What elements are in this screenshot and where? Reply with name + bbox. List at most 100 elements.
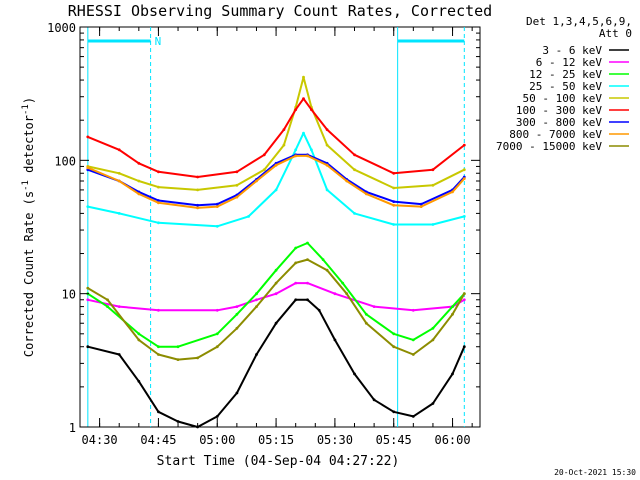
vertical-markers: N — [87, 27, 465, 427]
x-axis-label: Start Time (04-Sep-04 04:27:22) — [157, 454, 400, 469]
series-0-point-11 — [306, 298, 309, 302]
series-1-point-1 — [117, 305, 121, 308]
series-5-point-5 — [235, 170, 239, 174]
series-2-point-3 — [157, 345, 160, 349]
series-5-point-3 — [157, 170, 160, 174]
series-line-8 — [87, 258, 466, 361]
series-line-6 — [87, 153, 466, 207]
series-line-3 — [87, 132, 465, 228]
series-2-point-9 — [294, 246, 298, 250]
series-2-point-2 — [137, 332, 141, 336]
series-3-point-5 — [274, 188, 278, 192]
series-7-point-10 — [306, 154, 309, 158]
y-axis-label-superscript-2: -1 — [21, 104, 31, 115]
series-3-point-8 — [310, 148, 313, 152]
series-line-5 — [87, 97, 465, 178]
series-2-point-16 — [431, 326, 435, 330]
series-8-point-17 — [431, 338, 435, 342]
series-5-point-6 — [262, 153, 266, 157]
series-8-point-14 — [364, 321, 368, 325]
series-7-point-12 — [345, 179, 349, 183]
series-1-point-13 — [462, 298, 466, 302]
series-4-point-9 — [302, 75, 305, 79]
series-1-point-11 — [411, 308, 415, 312]
legend-header-2: Att 0 — [599, 27, 632, 40]
series-5-point-4 — [196, 175, 200, 179]
series-2-point-1 — [106, 305, 109, 308]
series-3-point-13 — [462, 215, 466, 218]
y-tick-label-2: 100 — [54, 154, 76, 168]
series-3-point-10 — [353, 212, 356, 215]
series-5-point-12 — [353, 153, 356, 157]
series-3-point-11 — [392, 223, 396, 226]
x-tick-label-6: 06:00 — [434, 433, 470, 447]
y-axis-label-part-2: detector — [22, 115, 36, 180]
series-7-point-17 — [462, 177, 466, 181]
series-0-point-10 — [294, 298, 298, 302]
series-3-point-7 — [302, 131, 305, 135]
series-8-point-1 — [106, 298, 109, 302]
legend-label-7: 800 - 7000 keV — [509, 128, 602, 141]
series-3-point-4 — [247, 215, 251, 218]
legend-label-3: 25 - 50 keV — [529, 80, 602, 93]
series-4-point-4 — [196, 188, 200, 192]
series-4-point-6 — [262, 168, 266, 172]
series-3-point-12 — [431, 223, 435, 226]
series-3-point-9 — [325, 188, 329, 192]
y-axis-label-part-1: Corrected Count Rate (s — [22, 191, 36, 357]
series-7-point-6 — [235, 195, 239, 199]
series-0-point-13 — [333, 338, 337, 342]
flag-label: N — [155, 35, 162, 48]
series-1-point-0 — [86, 298, 90, 302]
series-2-point-8 — [274, 268, 278, 272]
series-4-point-14 — [431, 183, 435, 187]
series-8-point-11 — [306, 258, 309, 261]
series-7-point-9 — [294, 154, 298, 158]
series-5-point-11 — [325, 128, 329, 132]
series-0-point-15 — [372, 398, 376, 402]
plot-area — [79, 26, 481, 428]
series-7-point-5 — [215, 205, 219, 209]
x-tick-label-0: 04:30 — [82, 433, 118, 447]
series-2-point-14 — [392, 332, 396, 336]
series-4-point-12 — [353, 168, 356, 172]
series-4-point-5 — [235, 183, 239, 187]
series-6-point-3 — [157, 199, 160, 202]
series-0-point-7 — [235, 391, 239, 395]
series-4-point-15 — [462, 168, 466, 172]
series-layer — [86, 75, 466, 429]
series-8-point-18 — [451, 312, 454, 316]
series-6-point-5 — [215, 202, 219, 206]
series-1-point-5 — [255, 298, 258, 302]
series-1-point-2 — [157, 308, 160, 312]
series-2-point-4 — [176, 345, 180, 349]
series-6-point-14 — [392, 200, 396, 204]
series-8-point-13 — [345, 292, 349, 296]
series-line-1 — [87, 282, 465, 312]
series-4-point-7 — [282, 143, 286, 147]
series-8-point-9 — [274, 281, 278, 285]
x-tick-label-5: 05:45 — [376, 433, 412, 447]
series-0-point-6 — [215, 415, 219, 418]
y-tick-label-0: 1 — [69, 421, 76, 435]
series-8-point-16 — [411, 353, 415, 356]
legend-label-1: 6 - 12 keV — [536, 56, 603, 69]
y-tick-label-1: 10 — [62, 288, 76, 302]
legend-label-2: 12 - 25 keV — [529, 68, 602, 81]
legend-label-0: 3 - 6 keV — [542, 44, 602, 57]
series-5-point-14 — [431, 168, 435, 172]
series-4-point-13 — [392, 186, 396, 190]
series-1-point-10 — [372, 305, 376, 308]
legend-label-8: 7000 - 15000 keV — [496, 140, 602, 153]
series-1-point-9 — [333, 292, 337, 296]
series-0-point-9 — [274, 321, 278, 325]
series-8-point-3 — [157, 353, 160, 356]
series-0-point-18 — [431, 402, 435, 405]
chart-title: RHESSI Observing Summary Count Rates, Co… — [68, 2, 492, 20]
series-6-point-15 — [419, 202, 423, 206]
series-8-point-6 — [215, 345, 219, 349]
legend-header-1: Det 1,3,4,5,6,9, — [526, 15, 632, 28]
series-5-point-15 — [462, 143, 466, 147]
